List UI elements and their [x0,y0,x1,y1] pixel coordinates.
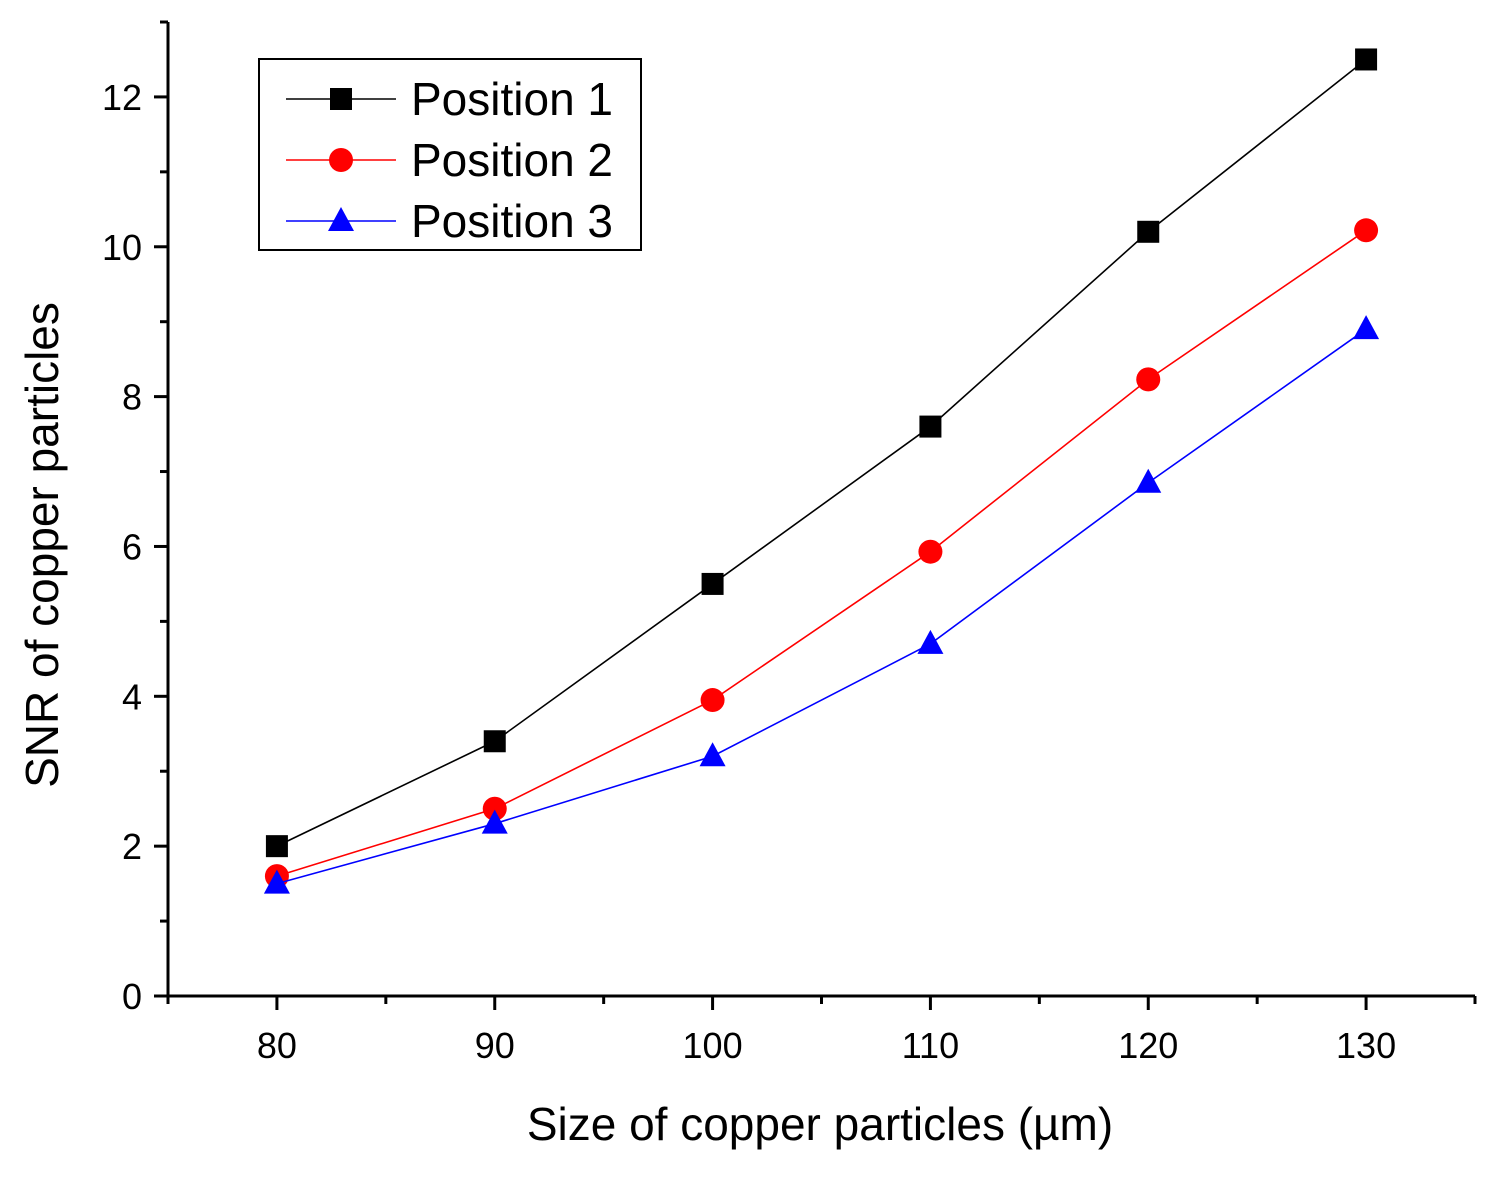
series-group [263,48,1380,894]
series-line [276,229,1367,877]
series-3 [263,315,1380,894]
series-line [276,328,1367,885]
legend-label: Position 1 [411,73,613,125]
x-tick-label: 110 [902,1025,959,1066]
data-point [1355,48,1378,71]
y-tick-label: 8 [122,377,142,418]
data-point [1135,468,1162,493]
data-point [917,629,944,654]
legend-label: Position 2 [411,134,613,186]
data-point [918,539,943,564]
y-axis-title: SNR of copper particles [16,302,68,788]
data-point [1136,367,1161,392]
series-1 [265,48,1378,858]
legend-marker [328,207,354,231]
data-point [483,730,506,753]
legend: Position 1 Position 2 Position 3 [258,58,642,251]
data-point [701,572,724,595]
data-point [482,796,507,821]
data-point [699,742,726,767]
series-2 [264,218,1379,889]
data-point [1137,220,1160,243]
legend-marker [330,88,352,110]
y-tick-label: 0 [122,976,142,1017]
data-point [265,835,288,858]
legend-label: Position 3 [411,195,613,247]
data-point [1353,315,1380,340]
x-tick-label: 100 [683,1025,743,1066]
legend-marker [329,148,353,172]
data-point [1354,218,1379,243]
data-point [700,688,725,713]
data-point [919,415,942,438]
y-tick-label: 10 [102,227,142,268]
legend-box [258,58,642,251]
x-tick-label: 90 [475,1025,515,1066]
data-point [263,869,290,894]
x-axis-title: Size of copper particles (µm) [527,1098,1113,1150]
x-tick-label: 130 [1336,1025,1396,1066]
y-tick-label: 12 [102,77,142,118]
y-tick-label: 6 [122,526,142,567]
data-point [481,809,508,834]
axes: 80 90 100 110 120 130 0 2 4 6 8 10 12 [102,20,1477,1066]
series-line [276,58,1367,847]
x-tick-label: 120 [1118,1025,1178,1066]
x-tick-label: 80 [257,1025,297,1066]
y-tick-label: 4 [122,676,142,717]
y-tick-label: 2 [122,826,142,867]
